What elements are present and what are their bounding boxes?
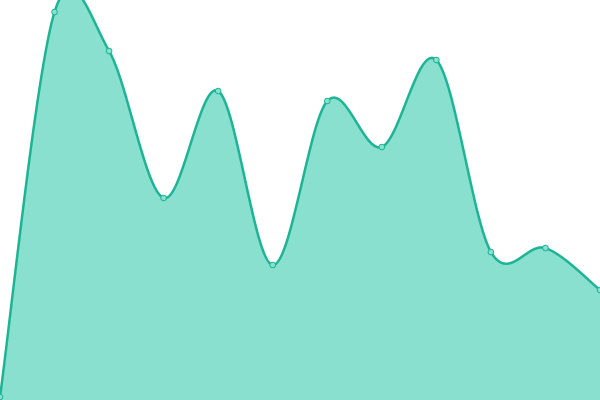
data-point xyxy=(487,248,495,256)
data-point xyxy=(323,97,331,105)
data-point xyxy=(269,261,277,269)
data-point xyxy=(105,47,113,55)
data-point xyxy=(596,286,600,294)
data-point xyxy=(214,87,222,95)
data-point xyxy=(542,244,549,252)
data-point xyxy=(433,56,440,64)
data-point xyxy=(378,143,386,151)
data-point xyxy=(160,194,167,202)
data-point xyxy=(51,8,58,16)
data-point xyxy=(0,393,4,400)
